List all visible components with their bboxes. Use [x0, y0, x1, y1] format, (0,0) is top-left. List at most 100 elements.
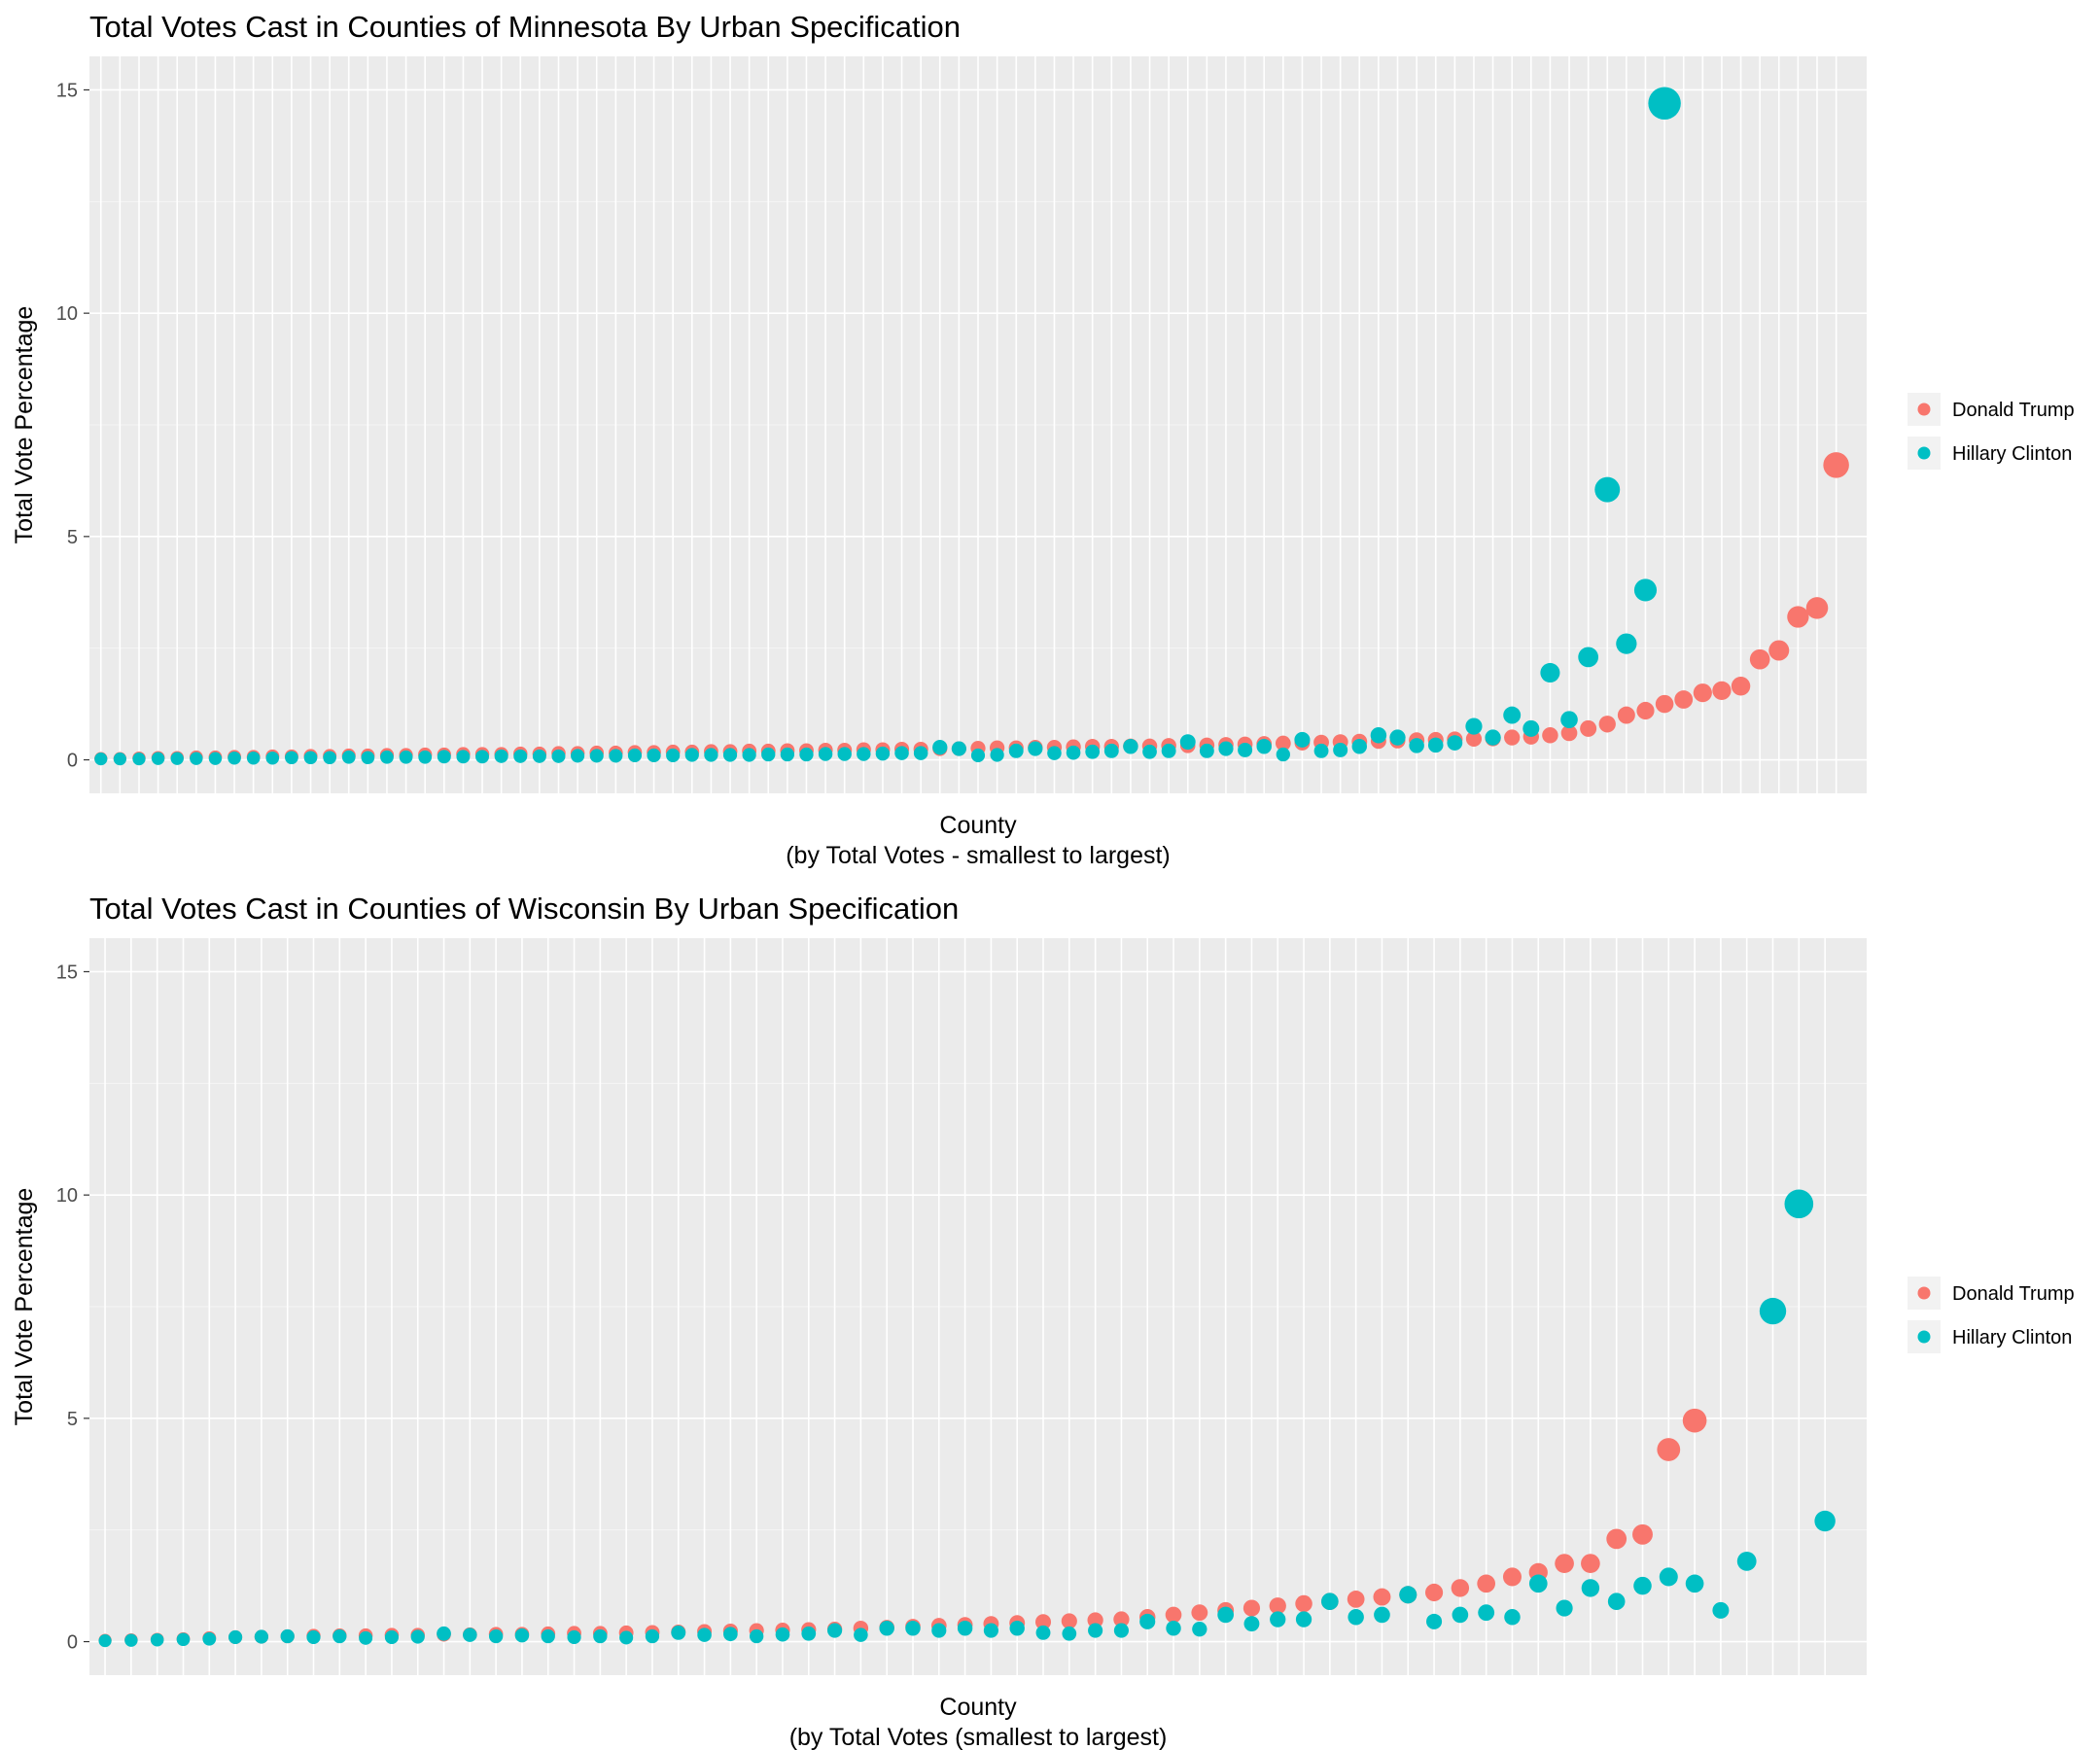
point-hillary-clinton [1447, 735, 1463, 751]
point-hillary-clinton [380, 750, 394, 764]
point-hillary-clinton [1389, 729, 1406, 746]
point-hillary-clinton [619, 1630, 634, 1645]
point-hillary-clinton [1313, 743, 1329, 758]
point-hillary-clinton [1736, 1551, 1757, 1571]
point-hillary-clinton [1478, 1604, 1495, 1622]
point-hillary-clinton [1504, 1609, 1521, 1626]
point-hillary-clinton [124, 1633, 138, 1647]
point-hillary-clinton [957, 1621, 973, 1636]
point-hillary-clinton [1465, 718, 1483, 735]
point-hillary-clinton [1659, 1567, 1678, 1587]
legend-label-trump: Donald Trump [1952, 1283, 2075, 1305]
point-hillary-clinton [494, 749, 508, 763]
point-donald-trump [1295, 1594, 1312, 1613]
point-donald-trump [1749, 648, 1770, 670]
point-hillary-clinton [1560, 711, 1578, 729]
point-hillary-clinton [1161, 743, 1176, 758]
point-hillary-clinton [541, 1628, 555, 1644]
point-donald-trump [1347, 1591, 1365, 1608]
point-hillary-clinton [98, 1634, 112, 1648]
chart-title: Total Votes Cast in Counties of Wisconsi… [89, 892, 959, 926]
x-axis-title: County [939, 1694, 1017, 1721]
legend-label-clinton: Hillary Clinton [1952, 1327, 2072, 1348]
point-hillary-clinton [723, 1627, 738, 1642]
x-axis-title: County [939, 812, 1017, 839]
point-donald-trump [1693, 683, 1712, 703]
point-donald-trump [1712, 681, 1732, 700]
point-hillary-clinton [1633, 578, 1658, 602]
point-hillary-clinton [1217, 1606, 1234, 1624]
point-donald-trump [1580, 719, 1597, 737]
point-hillary-clinton [666, 748, 681, 763]
point-hillary-clinton [990, 748, 1004, 762]
point-hillary-clinton [303, 751, 318, 765]
point-hillary-clinton [875, 746, 891, 761]
point-hillary-clinton [1321, 1592, 1339, 1611]
legend-key-clinton [1917, 1330, 1931, 1344]
point-hillary-clinton [1139, 1613, 1156, 1629]
point-hillary-clinton [837, 747, 852, 761]
point-hillary-clinton [932, 740, 948, 755]
point-hillary-clinton [341, 750, 356, 764]
point-hillary-clinton [1648, 87, 1681, 120]
point-donald-trump [1373, 1588, 1391, 1606]
point-hillary-clinton [228, 1629, 243, 1645]
y-axis-title: Total Vote Percentage [11, 306, 38, 544]
point-hillary-clinton [306, 1629, 321, 1645]
point-donald-trump [1655, 694, 1674, 714]
point-hillary-clinton [1452, 1606, 1469, 1624]
y-tick-label: 0 [67, 1632, 78, 1654]
point-hillary-clinton [827, 1623, 843, 1638]
point-hillary-clinton [475, 750, 489, 764]
point-donald-trump [1477, 1574, 1496, 1593]
point-hillary-clinton [1333, 742, 1348, 757]
point-donald-trump [1805, 597, 1829, 619]
point-donald-trump [1502, 1567, 1522, 1587]
point-hillary-clinton [418, 750, 433, 764]
point-hillary-clinton [567, 1629, 581, 1645]
point-hillary-clinton [775, 1627, 790, 1642]
point-hillary-clinton [190, 752, 203, 765]
point-hillary-clinton [151, 752, 165, 765]
point-hillary-clinton [593, 1628, 608, 1644]
point-donald-trump [1768, 640, 1790, 661]
point-hillary-clinton [437, 1626, 451, 1641]
point-donald-trump [1424, 1583, 1444, 1602]
point-hillary-clinton [1199, 743, 1214, 758]
point-hillary-clinton [1008, 743, 1024, 758]
point-donald-trump [1165, 1606, 1182, 1624]
point-hillary-clinton [437, 750, 451, 764]
point-donald-trump [1555, 1554, 1574, 1573]
point-donald-trump [1606, 1528, 1628, 1550]
point-hillary-clinton [750, 1628, 764, 1644]
point-donald-trump [1269, 1597, 1286, 1615]
point-donald-trump [1034, 1614, 1052, 1630]
point-hillary-clinton [722, 748, 738, 762]
point-hillary-clinton [1179, 734, 1196, 751]
point-hillary-clinton [1581, 1579, 1600, 1597]
point-hillary-clinton [1540, 662, 1560, 683]
point-hillary-clinton [857, 747, 871, 761]
point-hillary-clinton [1256, 739, 1272, 754]
point-donald-trump [1191, 1604, 1208, 1622]
data-points [94, 87, 1849, 766]
point-hillary-clinton [1578, 647, 1599, 668]
point-hillary-clinton [323, 751, 336, 765]
point-hillary-clinton [1047, 746, 1062, 760]
point-hillary-clinton [1426, 1613, 1443, 1629]
point-hillary-clinton [1616, 633, 1637, 654]
point-hillary-clinton [1399, 1586, 1418, 1604]
point-hillary-clinton [1088, 1623, 1103, 1638]
point-hillary-clinton [410, 1629, 425, 1644]
point-hillary-clinton [132, 752, 146, 766]
point-hillary-clinton [1528, 1574, 1548, 1593]
point-hillary-clinton [1685, 1574, 1704, 1593]
point-hillary-clinton [742, 748, 756, 762]
point-hillary-clinton [228, 751, 241, 765]
point-donald-trump [1087, 1612, 1103, 1628]
grid [89, 938, 1867, 1675]
y-axis-title: Total Vote Percentage [11, 1188, 38, 1426]
point-hillary-clinton [1712, 1601, 1730, 1619]
point-hillary-clinton [488, 1628, 504, 1644]
point-hillary-clinton [970, 748, 986, 763]
